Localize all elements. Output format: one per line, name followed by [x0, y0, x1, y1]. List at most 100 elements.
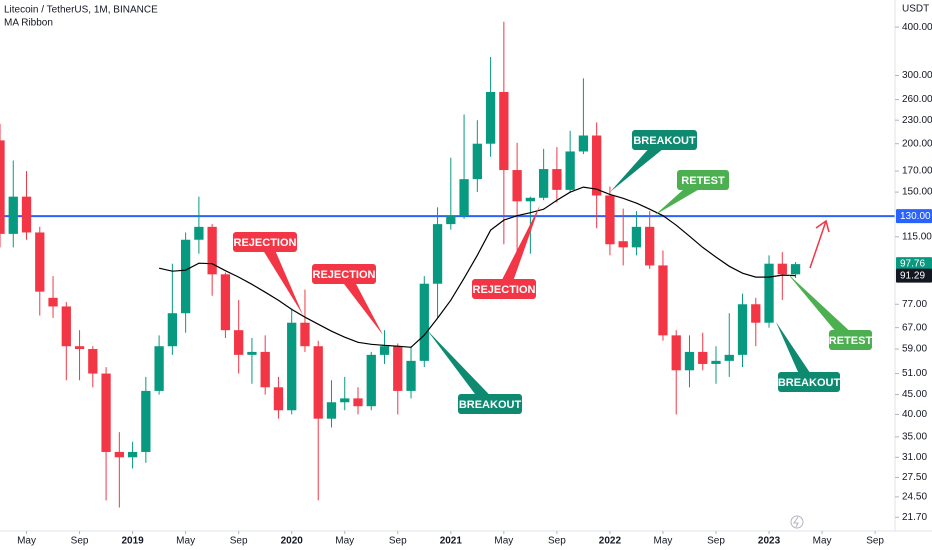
candle-body [419, 283, 429, 361]
callout-box [312, 264, 376, 284]
y-tick-label: 21.70 [902, 512, 927, 523]
candle-body [393, 346, 403, 391]
candle-body [127, 451, 138, 458]
x-tick-label: Sep [548, 536, 566, 547]
candle-body [207, 226, 217, 275]
y-tick-label: 59.00 [902, 344, 927, 355]
x-tick-label: Sep [866, 536, 884, 547]
candle-body [777, 263, 787, 275]
y-tick-label: 400.00 [902, 22, 932, 33]
callout-box [233, 232, 297, 252]
x-tick-label: May [176, 536, 195, 547]
candle-body [0, 140, 5, 234]
y-tick-label: 170.00 [902, 166, 932, 177]
candle-body [552, 169, 562, 190]
callout-pointer [498, 205, 540, 292]
callout-box [472, 279, 536, 299]
callout-label: RETEST [681, 175, 725, 187]
candle-body [538, 169, 549, 198]
y-tick-label: 24.50 [902, 492, 927, 503]
candle-body [180, 239, 191, 314]
x-tick-label: 2023 [758, 536, 781, 547]
callout-box [632, 130, 697, 150]
candle-body [313, 346, 323, 419]
candle-body [300, 322, 310, 347]
candle-body [472, 143, 482, 180]
candle-body [353, 398, 363, 407]
callout-label: BREAKOUT [778, 377, 841, 389]
axis-unit: USDT [902, 4, 929, 15]
candle-body [790, 264, 801, 275]
candle-body [326, 402, 337, 419]
y-tick-label: 45.00 [902, 389, 927, 400]
candle-body [658, 265, 668, 336]
x-tick-label: May [654, 536, 673, 547]
y-tick-label: 40.00 [902, 409, 927, 420]
callout-label: RETEST [829, 335, 873, 347]
candle-body [432, 224, 443, 284]
y-tick-label: 27.50 [902, 472, 927, 483]
candle-body [671, 335, 681, 371]
candle-body [74, 346, 85, 350]
callout-label: BREAKOUT [633, 135, 696, 147]
y-tick-label: 230.00 [902, 115, 932, 126]
x-tick-label: May [17, 536, 36, 547]
y-tick-label: 31.00 [902, 452, 927, 463]
candle-body [459, 179, 469, 217]
candle-body [273, 387, 284, 411]
callout-label: REJECTION [313, 269, 376, 281]
candle-body [220, 274, 231, 331]
candle-body [592, 135, 602, 196]
chart-title: Litecoin / TetherUS, 1M, BINANCE [4, 5, 158, 16]
candle-body [260, 351, 270, 388]
price-tag-label: 97.76 [900, 259, 925, 270]
callout-box [677, 170, 729, 190]
callout-pointer [787, 273, 855, 345]
candle-body [446, 216, 456, 225]
candle-body [565, 151, 575, 190]
ma-tag [896, 268, 932, 283]
projection-arrow-head [815, 219, 830, 233]
candle-body [194, 226, 204, 240]
overlay: REJECTION REJECTION REJECTION BREAKOUT BREAK… [233, 130, 872, 414]
candle-body [631, 226, 642, 248]
candle-body [141, 390, 151, 452]
candle-body [379, 346, 390, 355]
candle-body [645, 226, 655, 266]
x-tick-label: Sep [389, 536, 407, 547]
callout-pointer [427, 330, 495, 408]
candle-body [101, 373, 111, 452]
y-tick-label: 300.00 [902, 70, 932, 81]
x-tick-label: Sep [230, 536, 248, 547]
x-tick-label: Sep [707, 536, 725, 547]
x-tick-label: May [813, 536, 832, 547]
candle-body [499, 91, 509, 171]
candle-body [698, 351, 708, 364]
candle-body [35, 232, 45, 292]
callout-box [458, 394, 522, 414]
candle-body [764, 263, 774, 323]
ma-tag-label: 91.29 [900, 270, 925, 281]
candle-body [234, 330, 244, 355]
y-tick-label: 67.00 [902, 322, 927, 333]
level-tag [896, 209, 932, 224]
candle-body [287, 322, 297, 411]
x-tick-label: May [335, 536, 354, 547]
y-tick-label: 150.00 [902, 187, 932, 198]
candle-body [578, 135, 589, 152]
x-tick-label: 2021 [440, 536, 463, 547]
candle-body [485, 91, 496, 144]
candle-body [154, 346, 164, 391]
callout-box [778, 372, 840, 392]
candle-body [751, 304, 761, 323]
y-tick-label: 115.00 [902, 231, 932, 242]
x-tick-label: Sep [71, 536, 89, 547]
candle-body [61, 306, 71, 347]
y-tick-label: 77.00 [902, 299, 927, 310]
replay-icon[interactable] [790, 515, 804, 529]
x-tick-label: May [494, 536, 513, 547]
callout-pointer [338, 270, 383, 335]
callout-label: BREAKOUT [459, 399, 522, 411]
level-tag-label: 130.00 [900, 211, 931, 222]
